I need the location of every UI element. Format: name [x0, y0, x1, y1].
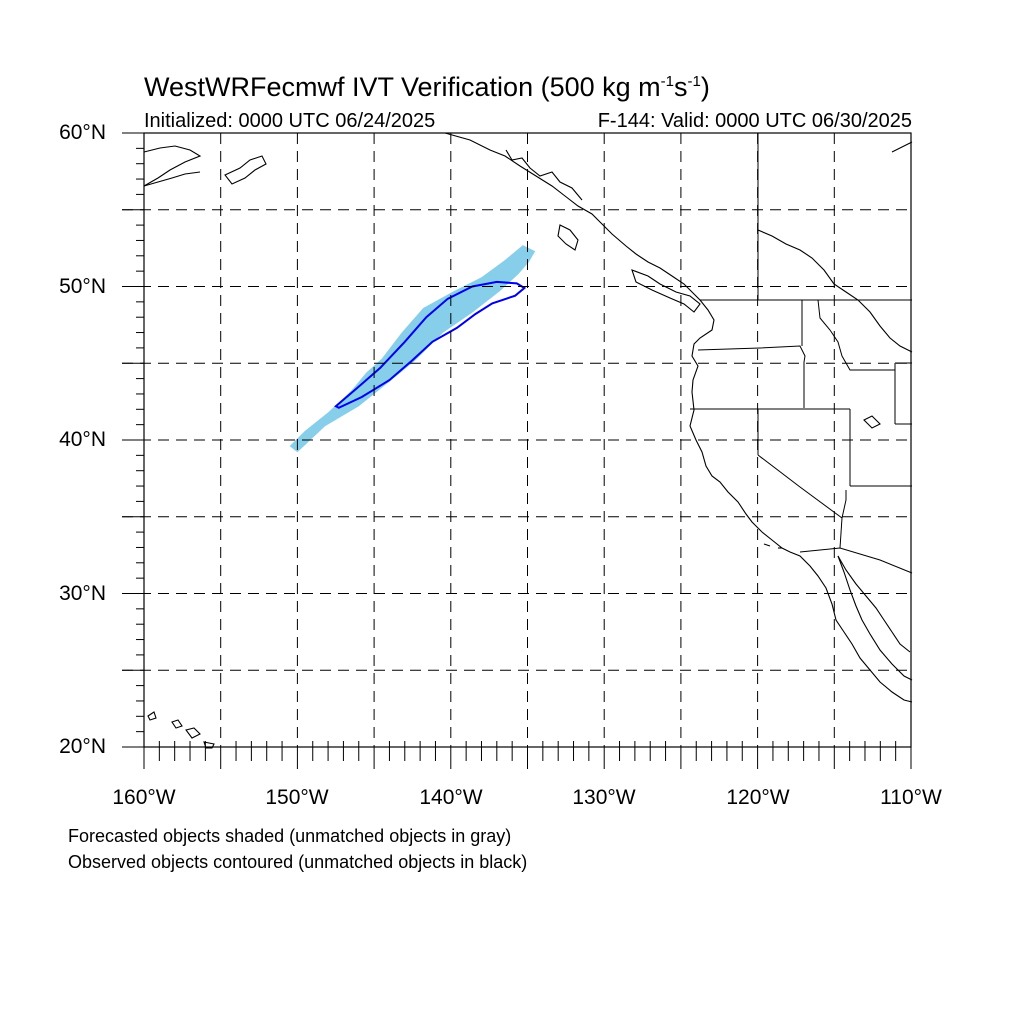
observed-object-contour: [334, 280, 527, 409]
axis-ticks: [122, 132, 912, 769]
lat-label-50n: 50°N: [59, 275, 106, 298]
lon-label-120w: 120°W: [726, 786, 790, 809]
lon-label-130w: 130°W: [572, 786, 636, 809]
lon-label-160w: 160°W: [112, 786, 176, 809]
map-title: WestWRFecmwf IVT Verification (500 kg m-…: [144, 72, 710, 102]
lat-label-40n: 40°N: [59, 428, 106, 451]
lon-label-110w: 110°W: [880, 786, 942, 809]
valid-time: F-144: Valid: 0000 UTC 06/30/2025: [597, 110, 912, 132]
lat-label-60n: 60°N: [59, 121, 106, 144]
observed-legend-note: Observed objects contoured (unmatched ob…: [68, 852, 528, 872]
lon-label-150w: 150°W: [265, 786, 329, 809]
initialized-time: Initialized: 0000 UTC 06/24/2025: [144, 110, 436, 132]
political-boundaries: [690, 133, 913, 574]
lat-label-20n: 20°N: [59, 735, 106, 758]
coastlines: [143, 132, 913, 749]
forecast-legend-note: Forecasted objects shaded (unmatched obj…: [68, 826, 512, 846]
forecast-object-shading: [289, 245, 536, 453]
lat-label-30n: 30°N: [59, 582, 106, 605]
lat-lon-grid: [122, 133, 911, 747]
lon-label-140w: 140°W: [419, 786, 483, 809]
